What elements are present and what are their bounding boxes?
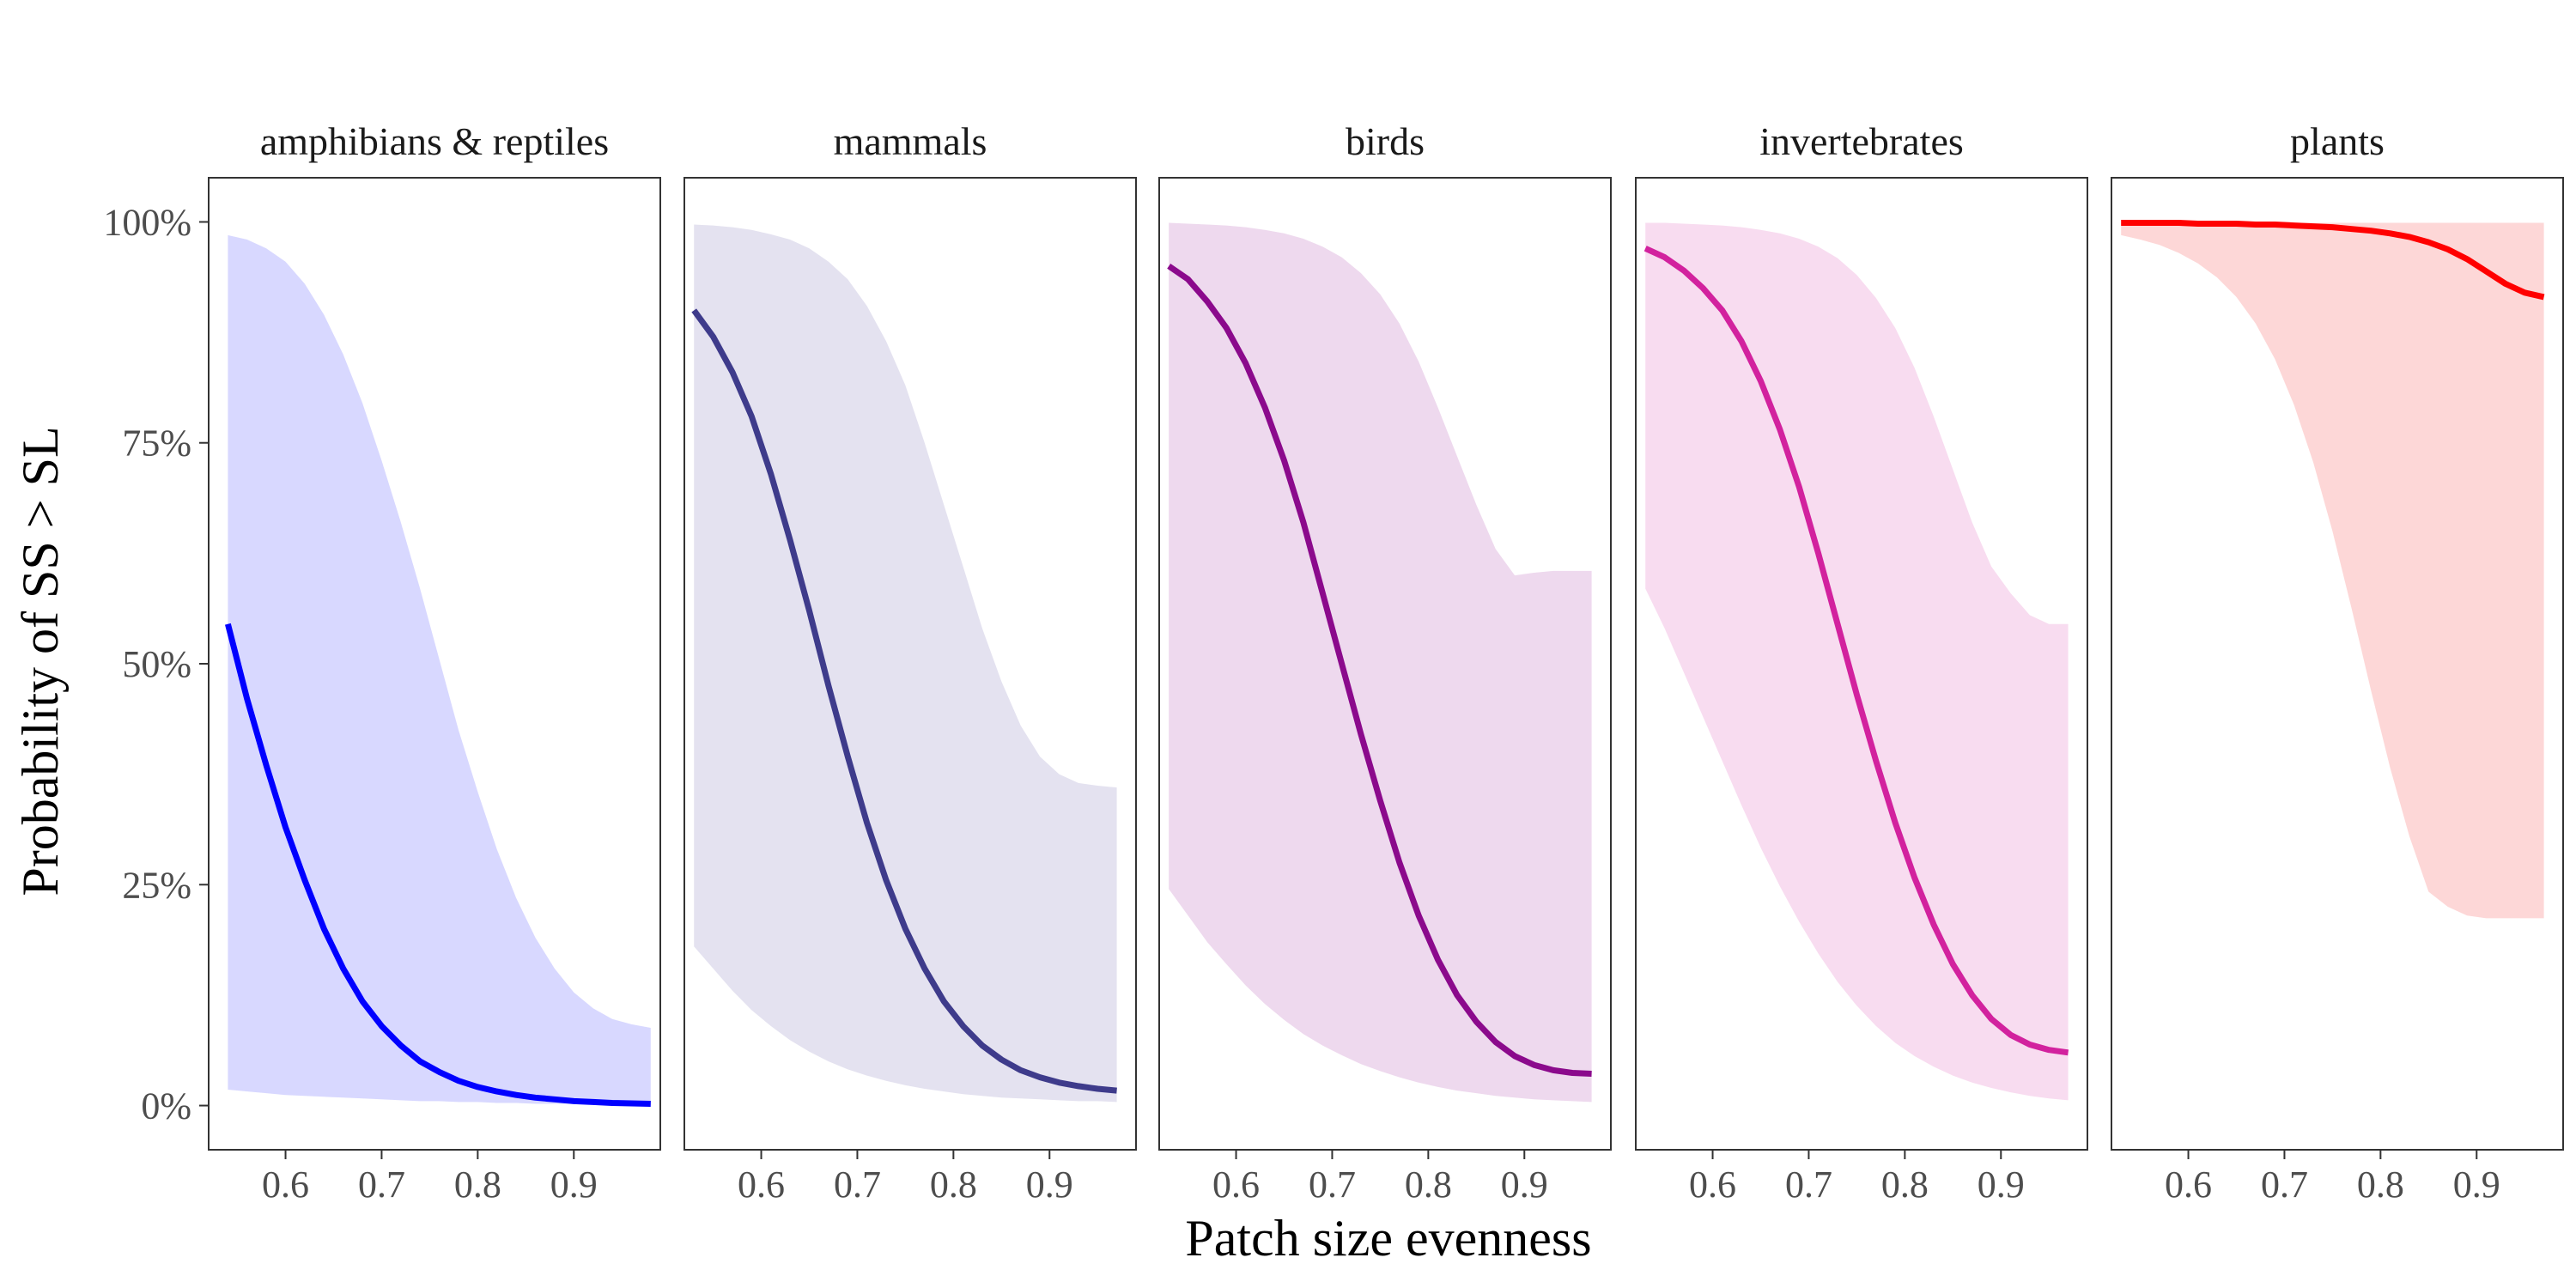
confidence-band — [694, 224, 1117, 1103]
x-tick-label: 0.7 — [358, 1163, 405, 1206]
series-line — [2121, 220, 2545, 301]
y-axis: 0% 25% 50% 75% 100% — [103, 201, 209, 1127]
x-tick-label: 0.8 — [1405, 1163, 1452, 1206]
x-tick-label: 0.8 — [930, 1163, 977, 1206]
series-line — [225, 623, 651, 1107]
panel-birds: birds 0.6 0.7 0.8 0.9 — [1158, 119, 1612, 1206]
panel-amphibians-reptiles: amphibians & reptiles 0.6 0.7 0.8 0.9 — [208, 119, 661, 1206]
confidence-band — [1645, 222, 2069, 1101]
panel-border — [683, 177, 1137, 1151]
x-tick-label: 0.6 — [1689, 1163, 1736, 1206]
y-tick-label: 50% — [122, 643, 191, 685]
panel-border — [1158, 177, 1612, 1151]
y-tick-label: 25% — [122, 864, 191, 906]
x-tick-label: 0.9 — [550, 1163, 598, 1206]
x-tick-label: 0.9 — [1026, 1163, 1073, 1206]
x-tick-label: 0.7 — [1309, 1163, 1356, 1206]
panel-border — [1635, 177, 2088, 1151]
x-tick-label: 0.9 — [1978, 1163, 2025, 1206]
facet-label: birds — [1346, 119, 1425, 163]
x-tick-label: 0.6 — [262, 1163, 309, 1206]
x-tick-label: 0.8 — [454, 1163, 501, 1206]
x-tick-label: 0.7 — [834, 1163, 881, 1206]
y-tick-label: 75% — [122, 422, 191, 465]
x-tick-label: 0.7 — [2261, 1163, 2308, 1206]
x-tick-label: 0.6 — [1212, 1163, 1260, 1206]
panel-border — [2111, 177, 2564, 1151]
x-tick-label: 0.8 — [2357, 1163, 2404, 1206]
confidence-band — [228, 234, 651, 1105]
facet-label: mammals — [834, 119, 987, 163]
series-line — [691, 308, 1117, 1094]
x-tick-label: 0.9 — [1501, 1163, 1548, 1206]
x-tick-label: 0.8 — [1881, 1163, 1929, 1206]
panel-mammals: mammals 0.6 0.7 0.8 0.9 — [683, 119, 1137, 1206]
facet-label: plants — [2290, 119, 2385, 163]
facet-label: invertebrates — [1759, 119, 1964, 163]
panel-invertebrates: invertebrates 0.6 0.7 0.8 0.9 — [1635, 119, 2088, 1206]
x-axis-title: Patch size evenness — [1185, 1210, 1591, 1267]
series-line — [1167, 264, 1592, 1077]
confidence-band — [1169, 222, 1592, 1103]
x-tick-label: 0.7 — [1785, 1163, 1832, 1206]
confidence-band — [2121, 222, 2544, 919]
x-tick-label: 0.9 — [2453, 1163, 2500, 1206]
series-line — [1643, 246, 2069, 1056]
panel-plants: plants 0.6 0.7 0.8 0.9 — [2111, 119, 2564, 1206]
y-tick-label: 100% — [103, 201, 191, 243]
y-tick-label: 0% — [141, 1085, 191, 1127]
x-tick-label: 0.6 — [2165, 1163, 2212, 1206]
facet-label: amphibians & reptiles — [260, 119, 609, 163]
y-axis-title: Probability of SS > SL — [12, 426, 69, 896]
x-tick-label: 0.6 — [738, 1163, 785, 1206]
